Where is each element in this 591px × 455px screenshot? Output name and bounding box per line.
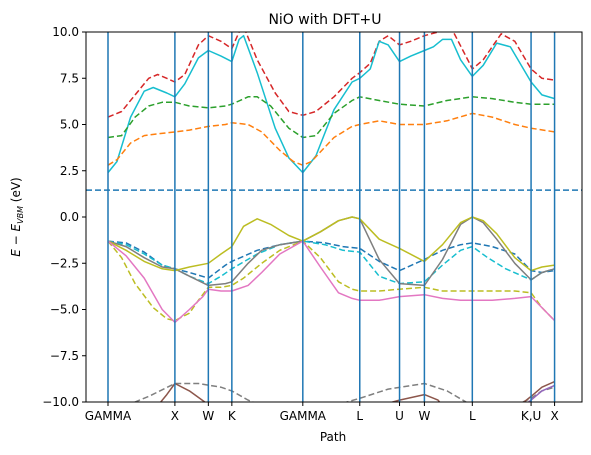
chart-title: NiO with DFT+U: [268, 12, 381, 28]
band-line-2: [107, 96, 555, 139]
kpoint-lines: [107, 32, 556, 402]
y-tick-label-6: 5.0: [60, 118, 79, 132]
y-axis-ticks: −10.0 −7.5 −5.0 −2.5 0.0 2.5 5.0 7.5 10.0: [42, 25, 86, 409]
band-line-1: [107, 34, 555, 174]
y-tick-label-3: −2.5: [50, 256, 79, 270]
band-line-12: [521, 386, 555, 402]
x-tick-label-3: K: [228, 409, 237, 423]
x-tick-label-6: U: [395, 409, 404, 423]
x-axis-label: Path: [320, 430, 346, 444]
x-tick-label-5: L: [356, 409, 363, 423]
band-line-3: [107, 112, 555, 166]
y-tick-label-7: 7.5: [60, 71, 79, 85]
x-tick-label-7: W: [418, 409, 430, 423]
x-axis-ticks: GAMMA X W K GAMMA L U W L K,U X: [85, 402, 559, 423]
y-tick-label-4: 0.0: [60, 210, 79, 224]
band-line-14: [389, 393, 441, 402]
band-line-9: [107, 240, 556, 324]
x-tick-label-1: X: [171, 409, 179, 423]
y-tick-label-0: −10.0: [42, 395, 79, 409]
y-tick-label-8: 10.0: [52, 25, 79, 39]
band-line-7: [107, 216, 555, 272]
band-line-16: [527, 384, 555, 402]
band-line-8: [107, 240, 556, 322]
y-tick-label-1: −7.5: [50, 349, 79, 363]
x-tick-label-8: L: [469, 409, 476, 423]
x-tick-label-0: GAMMA: [85, 409, 132, 423]
plot-area: [85, 31, 583, 403]
band-line-10: [133, 382, 255, 402]
x-tick-label-9: K,U: [521, 409, 541, 423]
band-line-13: [159, 382, 207, 402]
x-tick-label-10: X: [550, 409, 558, 423]
x-tick-label-4: GAMMA: [280, 409, 327, 423]
band-line-15: [522, 380, 555, 402]
plot-frame: [85, 31, 583, 403]
y-axis-label: E − EVBM (eV): [9, 177, 25, 257]
band-line-11: [344, 382, 468, 402]
y-tick-label-2: −5.0: [50, 303, 79, 317]
y-tick-label-5: 2.5: [60, 164, 79, 178]
x-tick-label-2: W: [202, 409, 214, 423]
